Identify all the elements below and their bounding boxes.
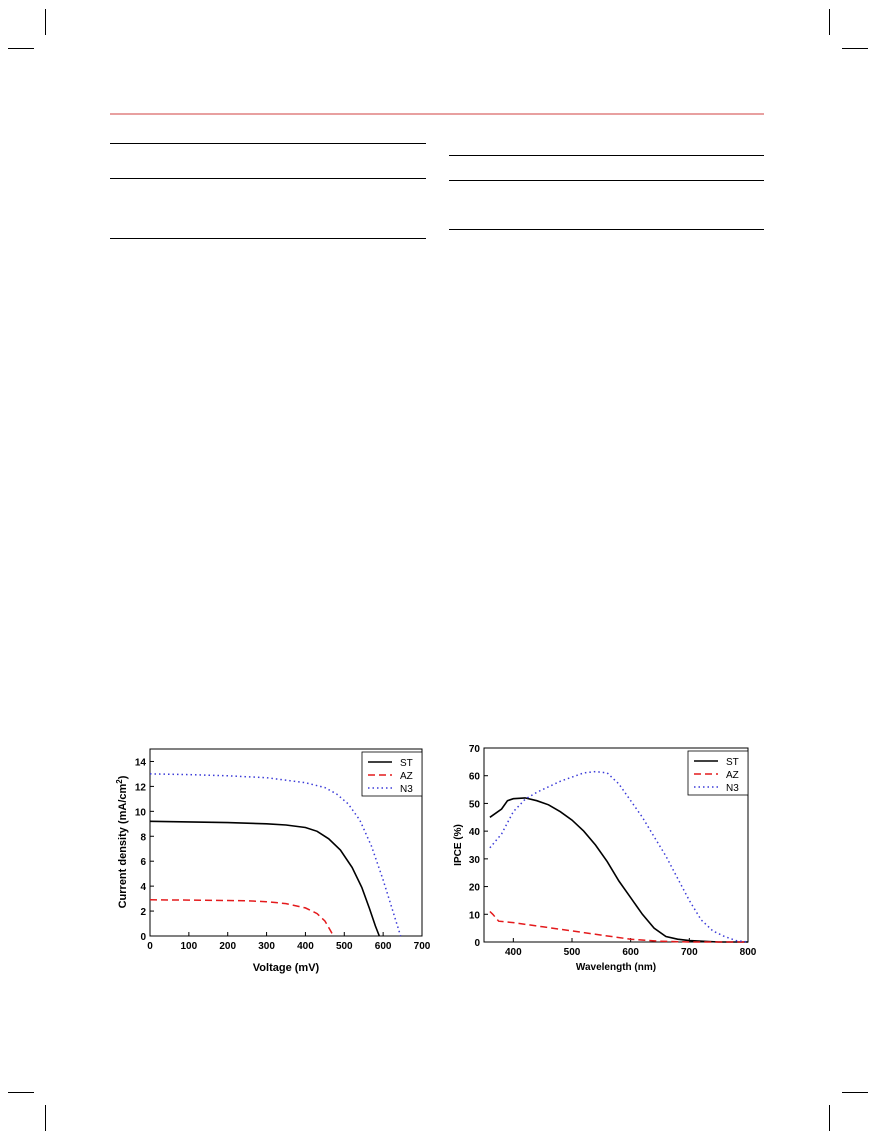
header-rule — [110, 113, 764, 115]
x-tick-label: 700 — [414, 941, 431, 952]
y-tick-label: 6 — [140, 857, 146, 868]
x-tick-label: 400 — [297, 941, 314, 952]
legend-label-az: AZ — [726, 770, 739, 781]
y-tick-label: 60 — [469, 772, 481, 783]
y-tick-label: 10 — [469, 910, 481, 921]
plot-frame — [149, 748, 423, 937]
crop-mark — [842, 1092, 868, 1093]
crop-mark — [45, 9, 46, 35]
x-axis-label: Voltage (mV) — [253, 962, 320, 974]
legend-label-st: ST — [400, 758, 413, 769]
x-tick-label: 500 — [564, 947, 581, 958]
series-line-st — [149, 820, 381, 937]
y-tick-label: 50 — [469, 799, 481, 810]
x-tick-label: 300 — [258, 941, 275, 952]
x-tick-label: 400 — [505, 947, 522, 958]
x-tick-label: 600 — [375, 941, 392, 952]
series-line-n3 — [489, 770, 749, 943]
jv-chart-svg: 0 100 200 300 400 500 600 700 0 2 4 6 8 10 12 14 ST AZ N3… — [115, 748, 431, 974]
crop-mark — [829, 9, 830, 35]
jv-chart: 0 100 200 300 400 500 600 700 0 2 4 6 8 10 12 14 ST AZ N3… — [110, 740, 431, 975]
crop-mark — [45, 1105, 46, 1131]
plot-frame — [483, 747, 749, 943]
y-tick-label: 40 — [469, 827, 481, 838]
y-tick-label: 12 — [135, 782, 147, 793]
y-axis-label: IPCE (%) — [453, 824, 464, 866]
x-axis-label: Wavelength (nm) — [576, 962, 656, 973]
y-tick-label: 30 — [469, 855, 481, 866]
legend-label-n3: N3 — [726, 783, 739, 794]
y-tick-label: 4 — [140, 882, 146, 893]
crop-mark — [842, 48, 868, 49]
y-tick-label: 10 — [135, 807, 147, 818]
x-tick-label: 500 — [336, 941, 353, 952]
table-rule-top-left — [110, 143, 426, 144]
series-line-az — [489, 910, 748, 943]
legend-box — [687, 750, 749, 796]
legend-label-st: ST — [726, 757, 739, 768]
x-tick-label: 700 — [681, 947, 698, 958]
y-axis-label-tail: ) — [117, 775, 129, 779]
table-rule-bottom-left — [110, 238, 426, 239]
y-tick-label: 8 — [140, 832, 146, 843]
legend-label-n3: N3 — [400, 784, 413, 795]
table-rule-mid-left — [110, 178, 426, 179]
table-rule-top-right — [449, 155, 764, 156]
crop-mark — [8, 48, 34, 49]
y-axis-label-sup: 2 — [115, 779, 124, 784]
y-axis-label-main: Current density (mA/cm — [117, 784, 129, 909]
x-tick-label: 200 — [219, 941, 236, 952]
table-rule-bottom-right — [449, 229, 764, 230]
y-tick-label: 0 — [140, 932, 146, 943]
crop-mark — [829, 1105, 830, 1131]
x-tick-label: 100 — [181, 941, 198, 952]
y-tick-label: 0 — [474, 938, 480, 949]
y-tick-label: 2 — [140, 907, 146, 918]
table-rule-mid-right — [449, 180, 764, 181]
legend-box — [361, 751, 423, 797]
y-tick-label: 20 — [469, 883, 481, 894]
series-line-st — [489, 797, 748, 943]
y-axis-label: Current density (mA/cm2) — [115, 775, 129, 908]
ipce-chart-svg: 400 500 600 700 800 0 10 20 30 40 50 60 70 ST AZ N3 Wa… — [453, 744, 757, 973]
y-tick-label: 70 — [469, 744, 481, 755]
x-tick-label: 800 — [740, 947, 757, 958]
legend-label-az: AZ — [400, 771, 413, 782]
series-line-n3 — [149, 773, 402, 937]
x-tick-label: 0 — [147, 941, 153, 952]
ipce-chart: 400 500 600 700 800 0 10 20 30 40 50 60 70 ST AZ N3 Wa… — [448, 742, 763, 975]
y-tick-label: 14 — [135, 757, 147, 768]
series-line-az — [149, 899, 335, 937]
crop-mark — [8, 1092, 34, 1093]
x-tick-label: 600 — [622, 947, 639, 958]
